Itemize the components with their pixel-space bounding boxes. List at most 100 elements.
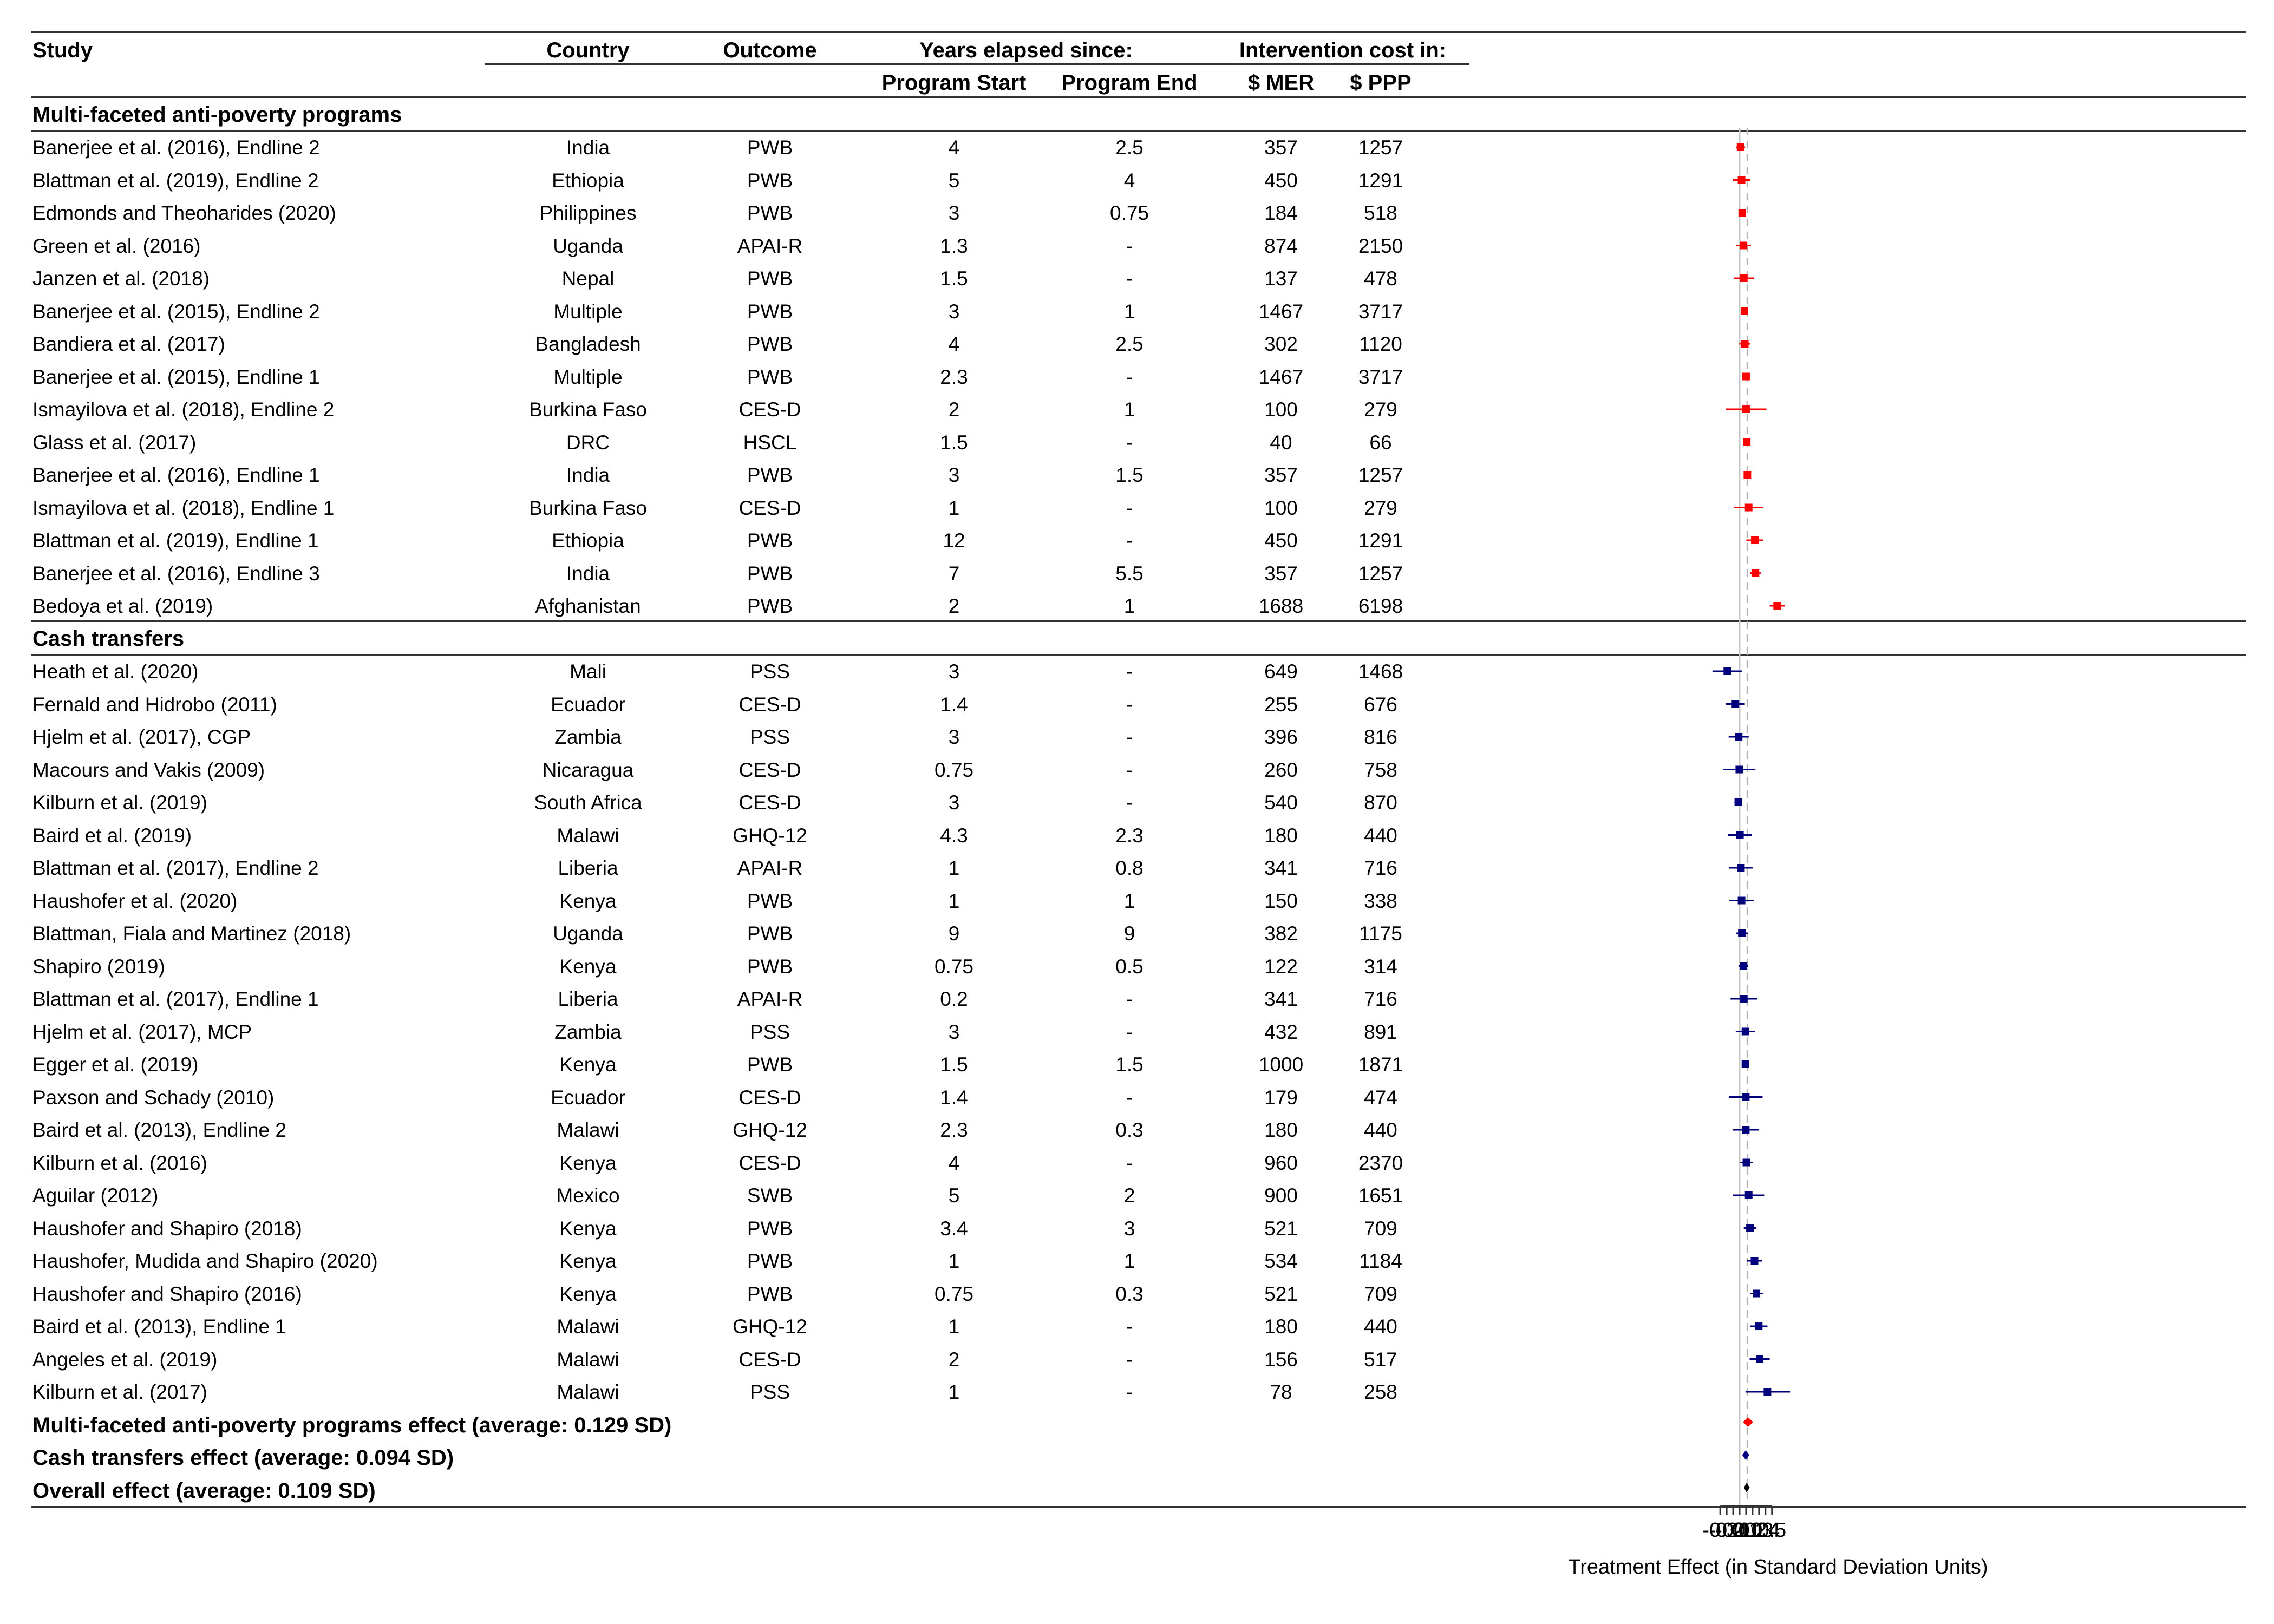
cell-outcome: CES-D bbox=[739, 791, 801, 814]
cell-program-end: - bbox=[1126, 529, 1133, 552]
cell-program-end: - bbox=[1126, 758, 1133, 781]
effect-marker bbox=[1738, 929, 1746, 937]
effect-marker bbox=[1742, 1093, 1750, 1101]
cell-program-start: 0.75 bbox=[934, 758, 974, 781]
x-tick-label: -0.3 bbox=[1702, 1519, 1737, 1542]
cell-study: Green et al. (2016) bbox=[32, 234, 201, 257]
cell-ppp: 816 bbox=[1364, 726, 1397, 748]
cell-outcome: PSS bbox=[749, 660, 790, 683]
cell-country: Kenya bbox=[559, 955, 617, 978]
cell-outcome: PWB bbox=[747, 300, 793, 323]
cell-program-end: 1 bbox=[1123, 1250, 1135, 1272]
effect-marker bbox=[1746, 1224, 1754, 1232]
cell-ppp: 3717 bbox=[1358, 300, 1403, 323]
effect-marker bbox=[1736, 143, 1744, 151]
cell-country: Kenya bbox=[559, 1250, 617, 1272]
cell-study: Macours and Vakis (2009) bbox=[32, 758, 265, 781]
cell-program-start: 3 bbox=[948, 791, 960, 814]
cell-mer: 1688 bbox=[1258, 595, 1304, 617]
summary-label-cash: Cash transfers effect (average: 0.094 SD… bbox=[32, 1446, 454, 1470]
cell-ppp: 518 bbox=[1364, 202, 1397, 224]
x-tick-label: -0.1 bbox=[1715, 1519, 1750, 1542]
cell-country: Malawi bbox=[557, 824, 619, 847]
cell-country: Malawi bbox=[557, 1315, 619, 1338]
cell-ppp: 1175 bbox=[1359, 922, 1402, 945]
cell-study: Banerjee et al. (2015), Endline 2 bbox=[32, 300, 320, 323]
effect-marker bbox=[1751, 536, 1759, 544]
cell-ppp: 1291 bbox=[1358, 529, 1403, 552]
effect-marker bbox=[1750, 1257, 1759, 1265]
cell-outcome: PWB bbox=[747, 889, 793, 912]
cell-country: Zambia bbox=[554, 1020, 622, 1043]
cell-study: Shapiro (2019) bbox=[32, 955, 165, 978]
cell-mer: 1467 bbox=[1258, 300, 1304, 323]
cell-ppp: 440 bbox=[1364, 1315, 1397, 1338]
effect-marker bbox=[1763, 1388, 1772, 1396]
cell-program-start: 1 bbox=[948, 857, 960, 879]
cell-country: Kenya bbox=[559, 889, 617, 912]
cell-program-start: 4 bbox=[948, 333, 960, 355]
cell-outcome: APAI-R bbox=[737, 857, 803, 879]
cell-country: Kenya bbox=[559, 1151, 617, 1174]
x-tick-label: 0.4 bbox=[1751, 1519, 1780, 1542]
cell-program-end: - bbox=[1126, 234, 1133, 257]
cell-ppp: 279 bbox=[1364, 496, 1397, 519]
cell-program-end: 1 bbox=[1123, 595, 1135, 617]
cell-study: Banerjee et al. (2016), Endline 2 bbox=[32, 136, 320, 159]
cell-program-end: 1 bbox=[1123, 300, 1135, 323]
cell-country: Multiple bbox=[553, 365, 623, 388]
cell-country: Malawi bbox=[557, 1119, 619, 1141]
cell-mer: 100 bbox=[1264, 398, 1298, 421]
cell-ppp: 676 bbox=[1364, 693, 1397, 716]
cell-outcome: PWB bbox=[747, 333, 793, 355]
cell-country: Uganda bbox=[553, 922, 623, 945]
cell-study: Aguilar (2012) bbox=[32, 1184, 159, 1207]
cell-ppp: 1120 bbox=[1359, 333, 1402, 355]
cell-outcome: PWB bbox=[747, 1053, 793, 1076]
section-rule bbox=[31, 130, 2246, 132]
cell-program-end: 1 bbox=[1123, 889, 1135, 912]
cell-mer: 874 bbox=[1264, 234, 1298, 257]
cell-study: Blattman, Fiala and Martinez (2018) bbox=[32, 922, 351, 945]
cell-program-start: 3 bbox=[948, 202, 960, 224]
cell-country: South Africa bbox=[534, 791, 642, 814]
cell-mer: 78 bbox=[1270, 1381, 1292, 1403]
header-study: Study bbox=[32, 38, 93, 62]
cell-mer: 260 bbox=[1264, 758, 1298, 781]
effect-marker bbox=[1741, 1060, 1749, 1068]
cell-program-end: - bbox=[1126, 693, 1133, 716]
effect-marker bbox=[1740, 307, 1748, 315]
cell-study: Fernald and Hidrobo (2011) bbox=[32, 693, 277, 716]
cell-program-start: 2.3 bbox=[940, 1119, 968, 1141]
effect-marker bbox=[1737, 896, 1746, 905]
cell-mer: 341 bbox=[1264, 988, 1298, 1010]
cell-program-start: 0.75 bbox=[934, 955, 974, 978]
cell-program-end: - bbox=[1126, 267, 1133, 290]
cell-ppp: 478 bbox=[1364, 267, 1397, 290]
cell-country: Liberia bbox=[558, 857, 618, 879]
effect-marker bbox=[1756, 1355, 1764, 1363]
cell-outcome: CES-D bbox=[739, 1151, 801, 1174]
cell-ppp: 1468 bbox=[1358, 660, 1403, 683]
cell-program-end: - bbox=[1126, 1020, 1133, 1043]
cell-program-start: 2.3 bbox=[940, 365, 968, 388]
cell-program-start: 2 bbox=[948, 1348, 960, 1371]
cell-outcome: PWB bbox=[747, 595, 793, 617]
cell-study: Hjelm et al. (2017), CGP bbox=[32, 726, 251, 748]
section-rule bbox=[31, 96, 2246, 98]
effect-marker bbox=[1742, 405, 1750, 413]
cell-program-start: 4.3 bbox=[940, 824, 968, 847]
effect-marker bbox=[1741, 340, 1749, 348]
cell-outcome: APAI-R bbox=[737, 234, 803, 257]
cell-outcome: PSS bbox=[749, 1381, 790, 1403]
cell-mer: 156 bbox=[1264, 1348, 1298, 1371]
cell-program-end: - bbox=[1126, 1381, 1133, 1403]
effect-marker bbox=[1735, 765, 1743, 774]
cell-mer: 341 bbox=[1264, 857, 1298, 879]
cell-country: Burkina Faso bbox=[529, 496, 647, 519]
cell-program-end: - bbox=[1126, 1086, 1133, 1109]
cell-study: Blattman et al. (2017), Endline 2 bbox=[32, 857, 319, 879]
header-underline-study bbox=[485, 63, 931, 65]
cell-program-start: 1.3 bbox=[940, 234, 968, 257]
cell-mer: 357 bbox=[1264, 464, 1298, 486]
